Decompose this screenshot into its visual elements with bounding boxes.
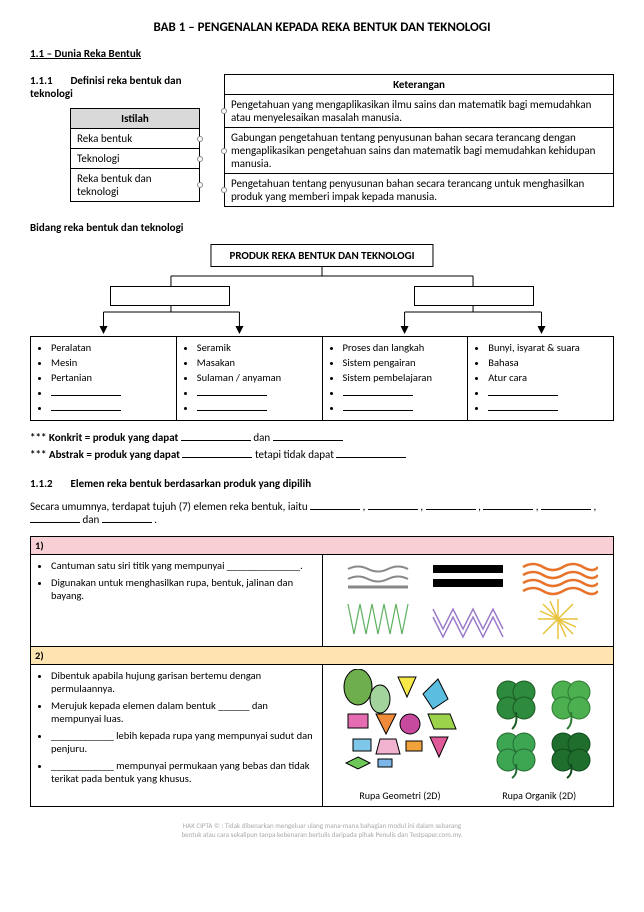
bidang-branch-left — [110, 286, 230, 306]
istilah-header: Istilah — [71, 109, 200, 129]
keterangan-row: Pengetahuan tentang penyusunan bahan sec… — [225, 174, 614, 207]
bidang-root-box: PRODUK REKA BENTUK DAN TEKNOLOGI — [210, 244, 433, 267]
istilah-table: Istilah Reka bentuk Teknologi Reka bentu… — [70, 108, 200, 202]
sec-112-num: 1.1.2 — [30, 477, 68, 490]
caption-organik: Rupa Organik (2D) — [502, 789, 576, 802]
sec-112-intro: Secara umumnya, terdapat tujuh (7) eleme… — [30, 500, 614, 526]
keterangan-table: Keterangan Pengetahuan yang mengaplikasi… — [224, 74, 614, 207]
sec-111-num: 1.1.1 — [30, 74, 68, 87]
caption-geometri: Rupa Geometri (2D) — [359, 789, 440, 802]
elemen-row-2-header: 2) — [31, 647, 614, 665]
istilah-row: Reka bentuk — [71, 129, 200, 149]
keterangan-row: Gabungan pengetahuan tentang penyusunan … — [225, 128, 614, 174]
istilah-row: Reka bentuk dan teknologi — [71, 169, 200, 202]
elemen-table: 1) Cantuman satu siri titik yang mempuny… — [30, 536, 614, 807]
bidang-header: Bidang reka bentuk dan teknologi — [30, 221, 614, 234]
bidang-col: Bunyi, isyarat & suaraBahasaAtur cara — [468, 337, 614, 421]
section-112: 1.1.2 Elemen reka bentuk berdasarkan pro… — [30, 477, 614, 490]
note-konkrit: *** Konkrit = produk yang dapat dan — [30, 431, 614, 444]
bidang-col: PeralatanMesinPertanian — [31, 337, 177, 421]
page-title: BAB 1 – PENGENALAN KEPADA REKA BENTUK DA… — [30, 20, 614, 35]
keterangan-header: Keterangan — [225, 75, 614, 95]
note-abstrak: *** Abstrak = produk yang dapat tetapi t… — [30, 448, 614, 461]
bidang-branch-right — [414, 286, 534, 306]
elemen-row-1-text: Cantuman satu siri titik yang mempunyai … — [31, 555, 323, 647]
bidang-col: SeramikMasakanSulaman / anyaman — [176, 337, 322, 421]
bidang-diagram: PRODUK REKA BENTUK DAN TEKNOLOGI — [30, 244, 614, 334]
bidang-col: Proses dan langkahSistem pengairanSistem… — [322, 337, 468, 421]
elemen-row-2-image: Rupa Geometri (2D) Rupa Organik (2D) — [322, 665, 614, 807]
section-111: 1.1.1 Definisi reka bentuk dan teknologi… — [30, 74, 614, 207]
bidang-table: PeralatanMesinPertanian SeramikMasakanSu… — [30, 336, 614, 421]
elemen-row-2-text: Dibentuk apabila hujung garisan bertemu … — [31, 665, 323, 807]
footer: HAK CIPTA © : Tidak dibenarkan mengeluar… — [30, 821, 614, 839]
sec-112-title: Elemen reka bentuk berdasarkan produk ya… — [71, 477, 312, 490]
keterangan-row: Pengetahuan yang mengaplikasikan ilmu sa… — [225, 95, 614, 128]
elemen-row-1-header: 1) — [31, 537, 614, 555]
section-heading: 1.1 – Dunia Reka Bentuk — [30, 47, 614, 60]
istilah-row: Teknologi — [71, 149, 200, 169]
elemen-row-1-image — [322, 555, 614, 647]
